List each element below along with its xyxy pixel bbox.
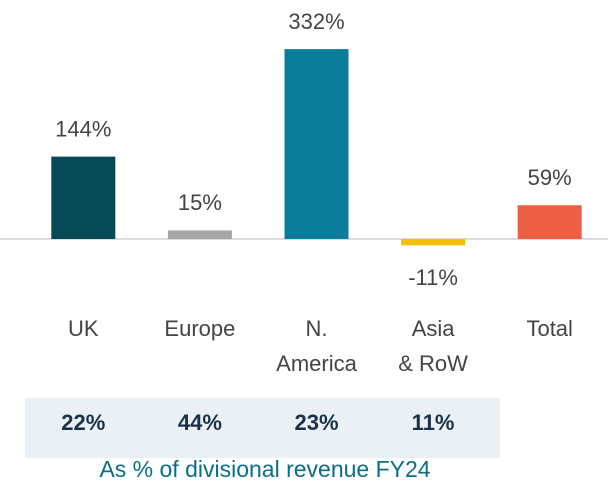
share-row-background [25,398,500,458]
x-tick-label: N. [306,316,328,341]
value-label: 332% [288,9,344,34]
value-label: 15% [178,190,222,215]
x-tick-label: Total [526,316,572,341]
x-tick-label: Europe [164,316,235,341]
divisional-share: 22% [61,410,105,435]
divisional-share: 23% [294,410,338,435]
divisional-share: 11% [412,410,455,435]
footnote: As % of divisional revenue FY24 [99,456,430,482]
bar [51,156,116,239]
divisional-share: 44% [178,410,222,435]
bar [167,230,232,239]
bar [284,49,349,239]
x-tick-label: Asia [412,316,456,341]
x-tick-label: UK [68,316,99,341]
value-label: 144% [55,116,111,141]
value-label: -11% [408,265,458,290]
x-tick-label: America [276,351,357,376]
value-label: 59% [528,165,572,190]
x-tick-label: & RoW [398,351,468,376]
bar [401,239,466,246]
bar [517,205,582,239]
